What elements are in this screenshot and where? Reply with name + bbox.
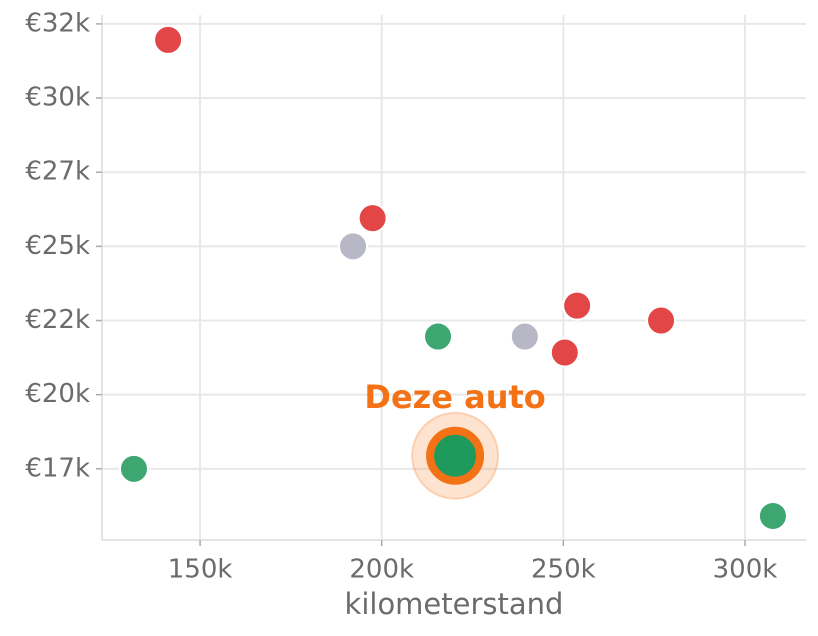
point xyxy=(757,500,788,531)
x-tick-label: 300k xyxy=(713,555,778,585)
y-tick-label: €30k xyxy=(25,83,90,113)
point xyxy=(549,337,580,368)
point xyxy=(357,203,388,234)
highlight-point xyxy=(426,426,485,485)
highlight-label: Deze auto xyxy=(364,378,545,416)
x-tick-label: 200k xyxy=(349,555,414,585)
x-tick-label: 150k xyxy=(168,555,233,585)
point xyxy=(338,231,369,262)
point xyxy=(423,321,454,352)
x-axis-label: kilometerstand xyxy=(345,587,564,621)
point xyxy=(509,321,540,352)
y-tick-label: €32k xyxy=(25,8,90,38)
y-tick-label: €25k xyxy=(25,231,90,261)
y-tick-label: €17k xyxy=(25,453,90,483)
y-tick-label: €20k xyxy=(25,379,90,409)
point xyxy=(562,290,593,321)
point xyxy=(153,24,184,55)
point xyxy=(646,305,677,336)
x-tick-label: 250k xyxy=(531,555,596,585)
y-tick-label: €27k xyxy=(25,157,90,187)
point xyxy=(118,453,149,484)
y-tick-label: €22k xyxy=(25,305,90,335)
